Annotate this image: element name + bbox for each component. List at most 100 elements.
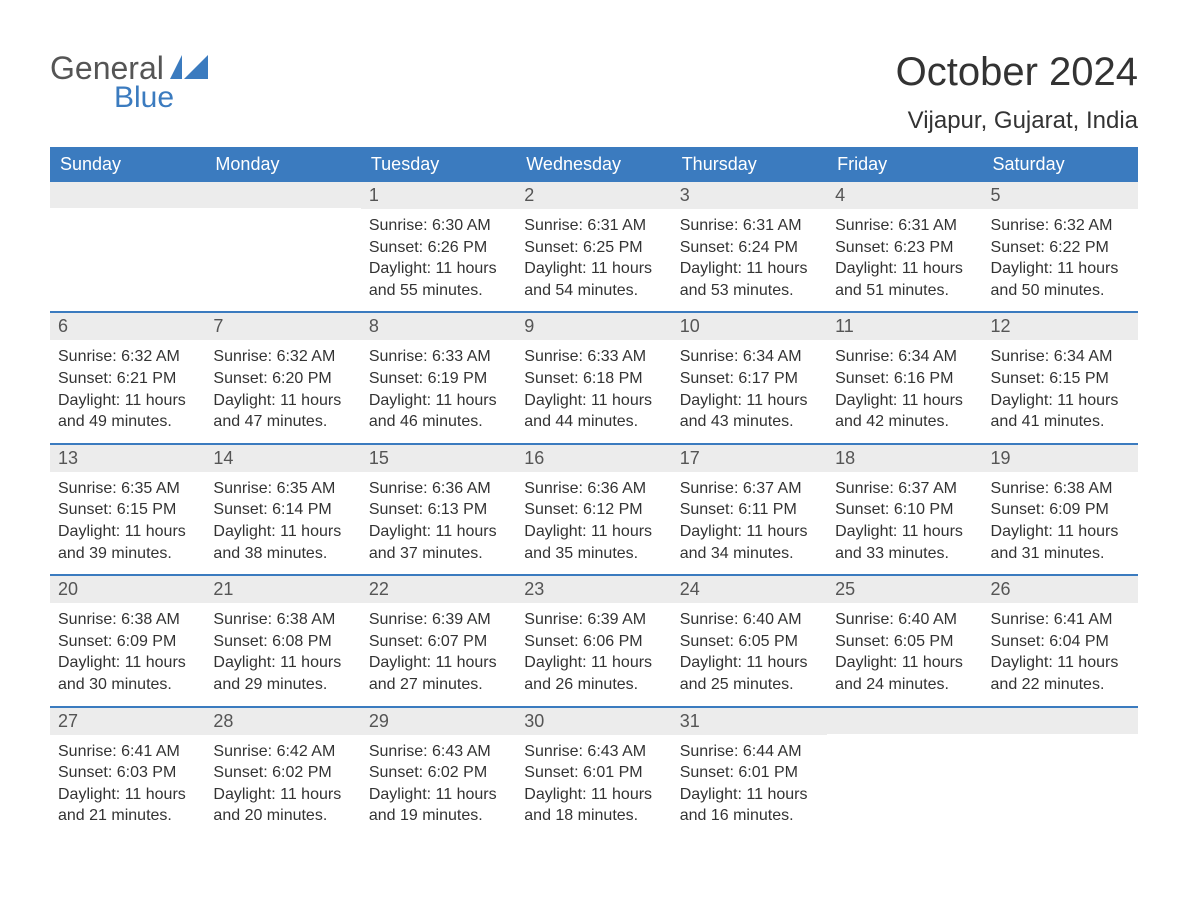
sunset-line: Sunset: 6:01 PM (524, 762, 663, 784)
daylight-label: Daylight: (58, 523, 120, 540)
sunrise-label: Sunrise: (213, 348, 272, 365)
sunset-label: Sunset: (524, 370, 578, 387)
day-body: Sunrise: 6:31 AMSunset: 6:25 PMDaylight:… (516, 209, 671, 311)
day-body: Sunrise: 6:33 AMSunset: 6:18 PMDaylight:… (516, 340, 671, 442)
sunset-label: Sunset: (680, 764, 734, 781)
sunset-line: Sunset: 6:05 PM (835, 631, 974, 653)
daylight-label: Daylight: (835, 392, 897, 409)
daylight-line: Daylight: 11 hours and 19 minutes. (369, 784, 508, 827)
sunset-line: Sunset: 6:19 PM (369, 368, 508, 390)
sunset-label: Sunset: (835, 501, 889, 518)
flag-icon (170, 50, 210, 87)
day-number: 25 (827, 576, 982, 603)
day-cell: 25Sunrise: 6:40 AMSunset: 6:05 PMDayligh… (827, 576, 982, 705)
sunset-value: 6:19 PM (428, 370, 488, 387)
weekday-header: Tuesday (361, 147, 516, 182)
daylight-label: Daylight: (835, 654, 897, 671)
sunrise-value: 6:40 AM (898, 611, 957, 628)
day-body: Sunrise: 6:37 AMSunset: 6:10 PMDaylight:… (827, 472, 982, 574)
day-number: 14 (205, 445, 360, 472)
daylight-label: Daylight: (213, 523, 275, 540)
day-number: 13 (50, 445, 205, 472)
weekday-header-row: SundayMondayTuesdayWednesdayThursdayFrid… (50, 147, 1138, 182)
day-number: 6 (50, 313, 205, 340)
sunrise-line: Sunrise: 6:32 AM (991, 215, 1130, 237)
daylight-label: Daylight: (680, 523, 742, 540)
day-cell: 10Sunrise: 6:34 AMSunset: 6:17 PMDayligh… (672, 313, 827, 442)
sunrise-value: 6:35 AM (121, 480, 180, 497)
sunrise-line: Sunrise: 6:32 AM (213, 346, 352, 368)
sunset-line: Sunset: 6:22 PM (991, 237, 1130, 259)
day-body: Sunrise: 6:32 AMSunset: 6:22 PMDaylight:… (983, 209, 1138, 311)
sunset-line: Sunset: 6:21 PM (58, 368, 197, 390)
daylight-label: Daylight: (213, 654, 275, 671)
day-body: Sunrise: 6:42 AMSunset: 6:02 PMDaylight:… (205, 735, 360, 837)
day-number: 5 (983, 182, 1138, 209)
day-cell: 27Sunrise: 6:41 AMSunset: 6:03 PMDayligh… (50, 708, 205, 837)
daylight-line: Daylight: 11 hours and 31 minutes. (991, 521, 1130, 564)
sunset-line: Sunset: 6:18 PM (524, 368, 663, 390)
daylight-line: Daylight: 11 hours and 30 minutes. (58, 652, 197, 695)
daylight-line: Daylight: 11 hours and 53 minutes. (680, 258, 819, 301)
day-body: Sunrise: 6:32 AMSunset: 6:20 PMDaylight:… (205, 340, 360, 442)
sunrise-label: Sunrise: (58, 348, 117, 365)
calendar: SundayMondayTuesdayWednesdayThursdayFrid… (50, 147, 1138, 837)
sunrise-line: Sunrise: 6:44 AM (680, 741, 819, 763)
sunrise-line: Sunrise: 6:40 AM (680, 609, 819, 631)
daylight-label: Daylight: (524, 260, 586, 277)
sunrise-label: Sunrise: (680, 348, 739, 365)
sunrise-line: Sunrise: 6:31 AM (524, 215, 663, 237)
sunrise-value: 6:34 AM (743, 348, 802, 365)
daylight-label: Daylight: (680, 654, 742, 671)
day-number (983, 708, 1138, 734)
sunset-value: 6:11 PM (738, 501, 796, 518)
day-number: 30 (516, 708, 671, 735)
sunrise-line: Sunrise: 6:38 AM (58, 609, 197, 631)
daylight-label: Daylight: (369, 392, 431, 409)
day-number (50, 182, 205, 208)
sunrise-label: Sunrise: (58, 743, 117, 760)
daylight-label: Daylight: (369, 523, 431, 540)
day-number: 15 (361, 445, 516, 472)
sunset-line: Sunset: 6:17 PM (680, 368, 819, 390)
sunrise-label: Sunrise: (524, 743, 583, 760)
daylight-line: Daylight: 11 hours and 20 minutes. (213, 784, 352, 827)
daylight-label: Daylight: (369, 260, 431, 277)
title-block: October 2024 Vijapur, Gujarat, India (896, 50, 1138, 135)
sunrise-value: 6:37 AM (743, 480, 802, 497)
sunset-value: 6:15 PM (1049, 370, 1109, 387)
sunset-label: Sunset: (58, 370, 112, 387)
sunrise-label: Sunrise: (835, 611, 894, 628)
sunset-value: 6:20 PM (272, 370, 332, 387)
day-number: 26 (983, 576, 1138, 603)
daylight-line: Daylight: 11 hours and 21 minutes. (58, 784, 197, 827)
sunrise-value: 6:42 AM (277, 743, 336, 760)
sunset-line: Sunset: 6:01 PM (680, 762, 819, 784)
sunset-value: 6:06 PM (583, 633, 643, 650)
day-cell: 31Sunrise: 6:44 AMSunset: 6:01 PMDayligh… (672, 708, 827, 837)
sunrise-value: 6:44 AM (743, 743, 802, 760)
sunrise-line: Sunrise: 6:43 AM (369, 741, 508, 763)
sunset-value: 6:23 PM (894, 239, 954, 256)
sunrise-label: Sunrise: (835, 480, 894, 497)
sunrise-label: Sunrise: (369, 743, 428, 760)
header: General Blue October 2024 Vijapur, Gujar… (50, 50, 1138, 135)
sunrise-value: 6:31 AM (743, 217, 802, 234)
sunset-label: Sunset: (369, 501, 423, 518)
sunset-line: Sunset: 6:04 PM (991, 631, 1130, 653)
sunset-line: Sunset: 6:10 PM (835, 499, 974, 521)
daylight-label: Daylight: (58, 392, 120, 409)
daylight-line: Daylight: 11 hours and 34 minutes. (680, 521, 819, 564)
sunset-label: Sunset: (835, 633, 889, 650)
sunset-value: 6:25 PM (583, 239, 643, 256)
day-number: 31 (672, 708, 827, 735)
sunset-label: Sunset: (524, 764, 578, 781)
sunset-line: Sunset: 6:20 PM (213, 368, 352, 390)
daylight-label: Daylight: (991, 654, 1053, 671)
sunrise-line: Sunrise: 6:37 AM (835, 478, 974, 500)
sunset-value: 6:05 PM (894, 633, 954, 650)
daylight-line: Daylight: 11 hours and 38 minutes. (213, 521, 352, 564)
sunset-value: 6:26 PM (428, 239, 488, 256)
day-body: Sunrise: 6:36 AMSunset: 6:12 PMDaylight:… (516, 472, 671, 574)
daylight-line: Daylight: 11 hours and 29 minutes. (213, 652, 352, 695)
